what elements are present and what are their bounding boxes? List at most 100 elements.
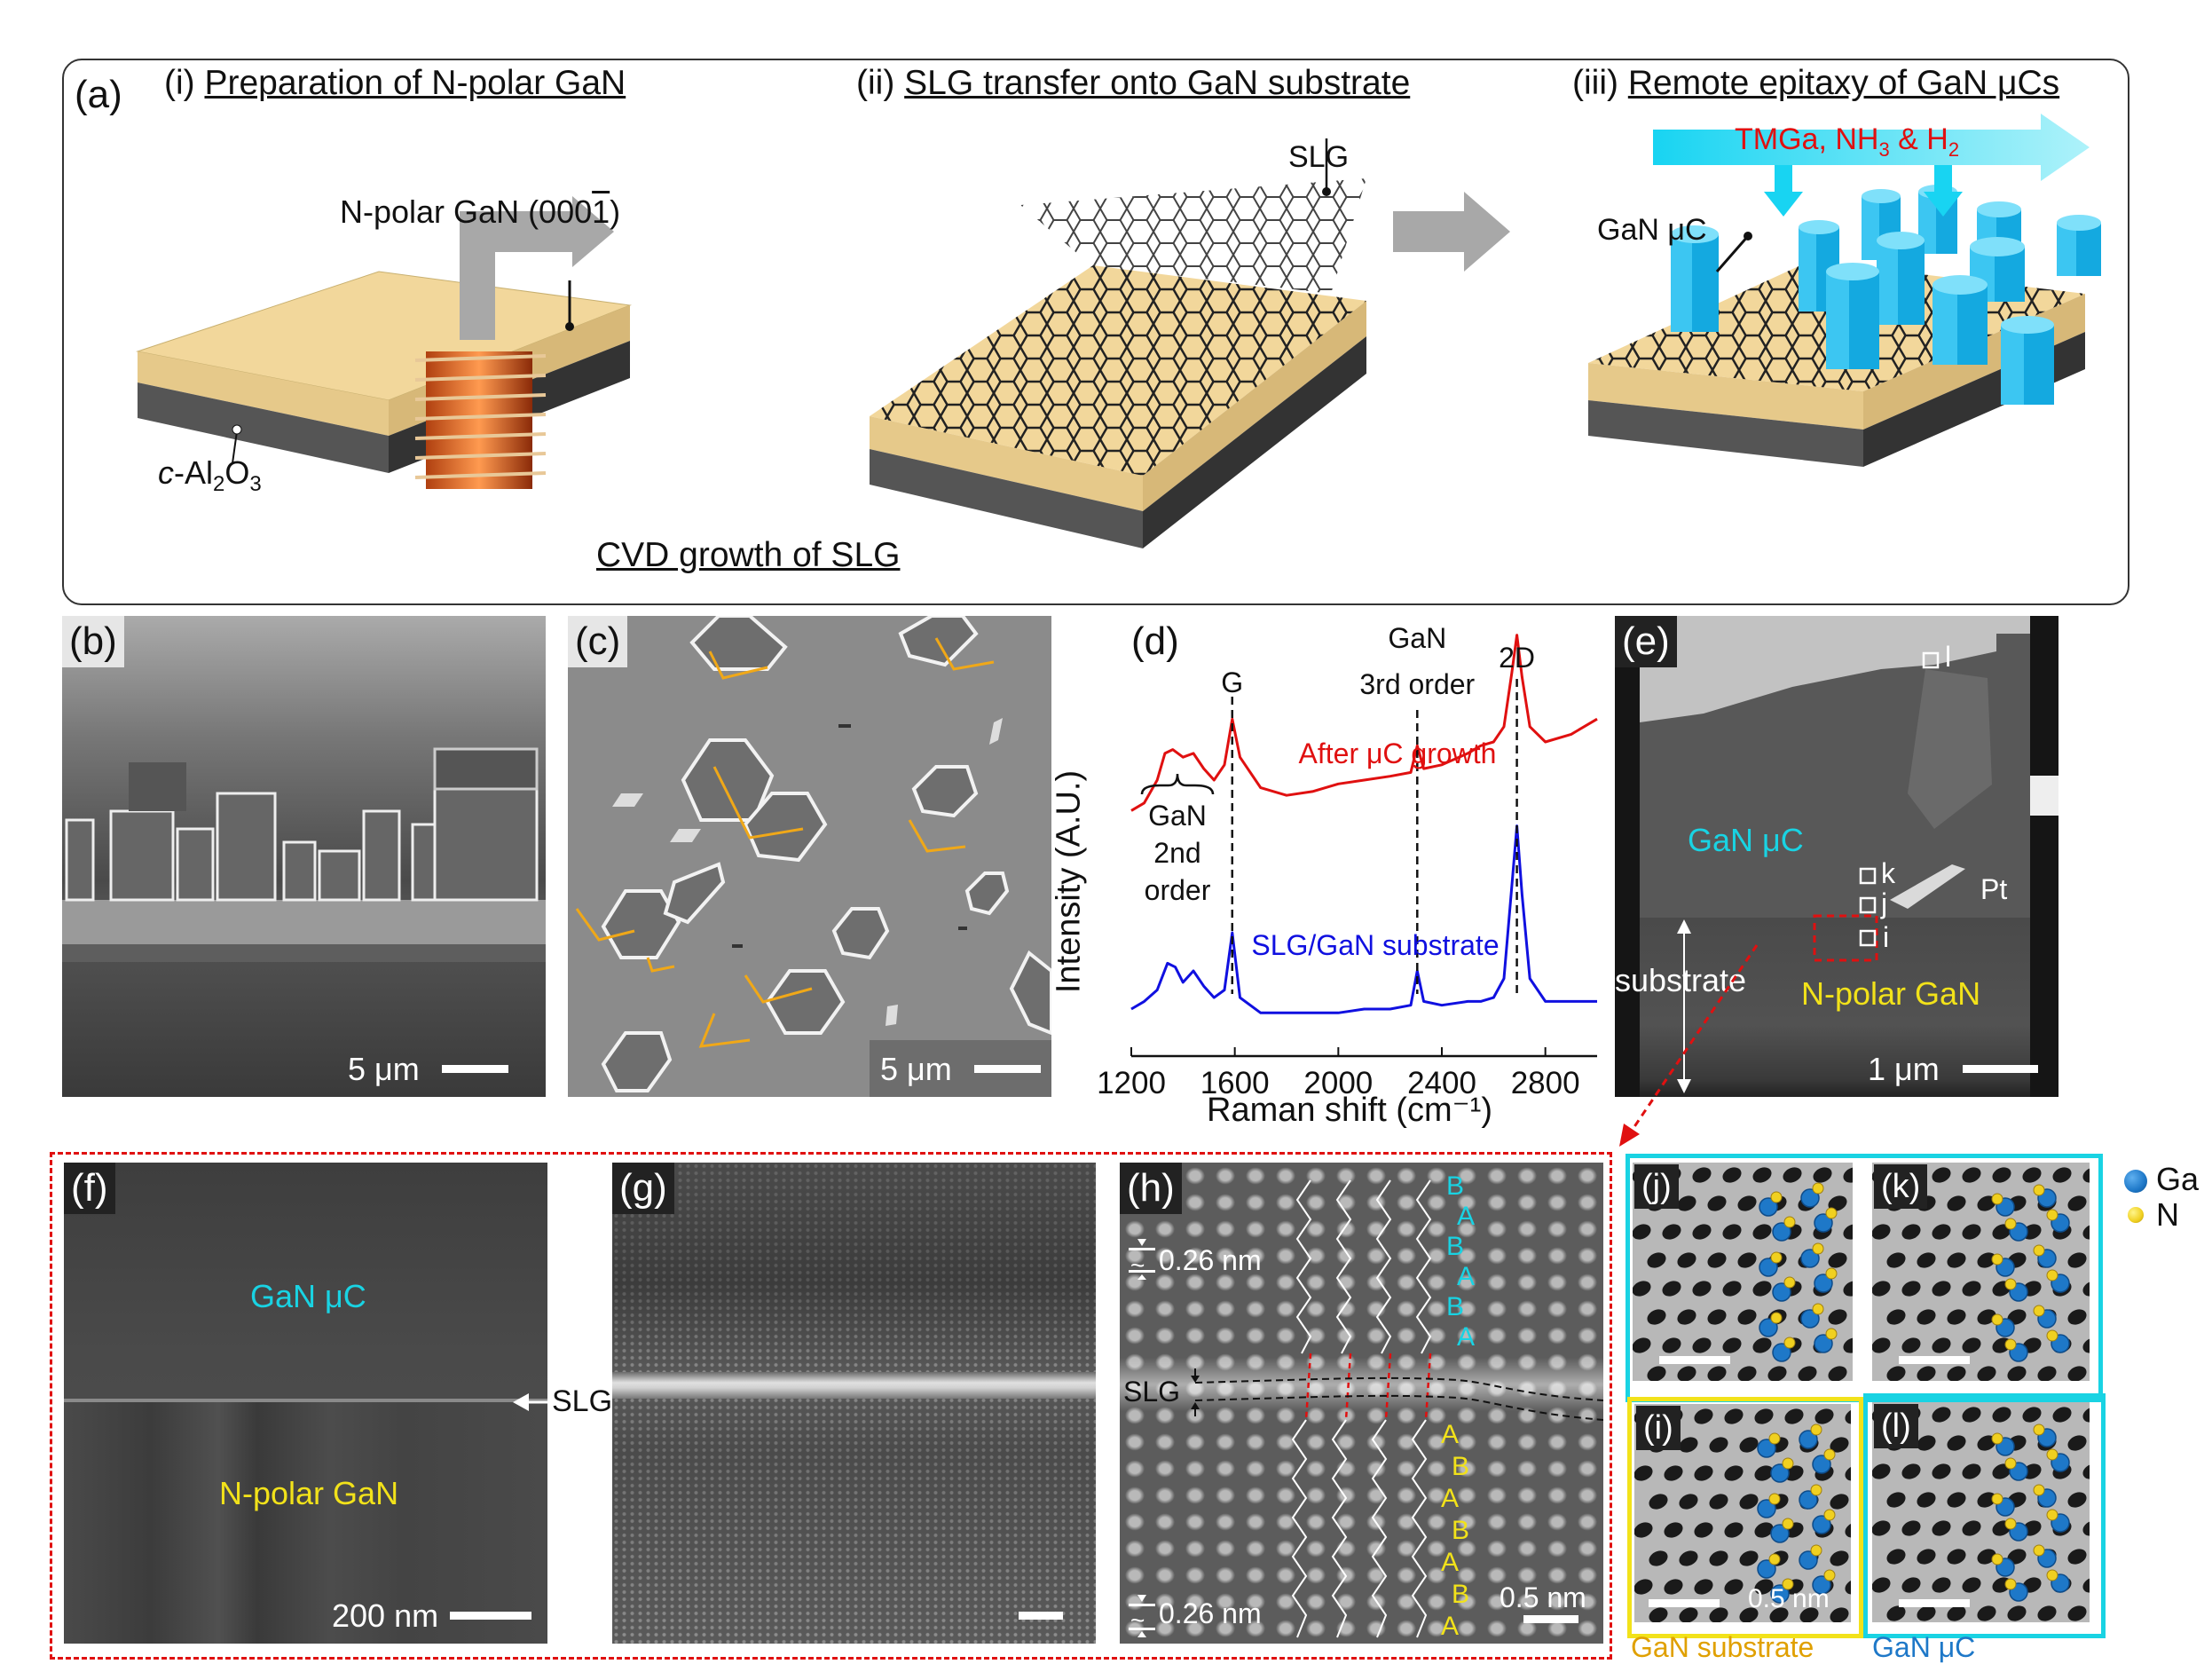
lattice-dark-spot [1662, 1337, 1681, 1353]
lattice-dark-spot [1977, 1195, 1996, 1211]
lattice-dark-spot [1886, 1549, 1906, 1565]
lattice-dark-spot [1709, 1607, 1728, 1623]
lattice-dark-spot [1947, 1435, 1966, 1451]
lattice-dark-spot [1754, 1522, 1774, 1538]
n-atom-ball [1782, 1457, 1794, 1470]
lattice-dark-spot [1677, 1309, 1696, 1325]
lattice-dark-spot [1767, 1366, 1787, 1382]
lattice-dark-spot [1886, 1366, 1906, 1382]
step1-title: (i) Preparation of N-polar GaN [164, 64, 626, 103]
panel-e-overlay [1640, 616, 2058, 1093]
lattice-dark-spot [2007, 1605, 2027, 1621]
panel-l-scalebar [1899, 1599, 1970, 1607]
raman-annotations: G GaN 3rd order 2D GaN 2nd order After μC growt… [1140, 622, 1535, 994]
n-atom-ball [2004, 1218, 2017, 1230]
ga-atom-ball [1814, 1213, 1833, 1233]
raman-series-label-1: SLG/GaN substrate [1251, 929, 1499, 961]
lattice-dark-spot [1901, 1520, 1921, 1536]
panel-h-scale-text: 0.5 nm [1500, 1581, 1586, 1613]
lattice-dark-spot [1752, 1337, 1772, 1353]
n-atom-ball [1991, 1253, 2003, 1266]
ga-atom-ball [1770, 1584, 1790, 1604]
raman-peak-label: 2D [1499, 642, 1535, 674]
lattice-dark-spot [1830, 1550, 1849, 1566]
ga-atom-ball [1812, 1455, 1831, 1474]
lattice-dark-spot [1679, 1494, 1698, 1510]
raman-bracket-label: 2nd [1153, 837, 1200, 869]
n-atom-ball [1991, 1313, 2003, 1326]
panel-g-tem-image: (g) [612, 1163, 1096, 1644]
lattice-dark-spot [1647, 1366, 1666, 1382]
panel-h-tem-image: (h) ~ 0.26 nm ~ 0.26 nm SLG 0.5 nm B A B… [1120, 1163, 1603, 1644]
lattice-dark-spot [1947, 1309, 1966, 1325]
lattice-dark-spot [1992, 1463, 2011, 1479]
precursor-and: & H [1889, 122, 1948, 156]
sapphire-sub1: 2 [213, 472, 225, 497]
cvd-growth-label: CVD growth of SLG [596, 536, 901, 574]
lattice-dark-spot [2067, 1549, 2087, 1565]
legend-ga-ball [2124, 1170, 2147, 1193]
lattice-dark-spot [1662, 1224, 1681, 1240]
n-atom-ball [2004, 1338, 2017, 1351]
lattice-dark-spot [1814, 1408, 1834, 1424]
lattice-dark-spot [1871, 1463, 1891, 1479]
legend-ga: Ga [2156, 1161, 2200, 1197]
panel-c-hexagons [575, 616, 1051, 1097]
lattice-dark-spot [2022, 1407, 2042, 1423]
lattice-dark-spot [1962, 1463, 1981, 1479]
npolar-gan-close: ) [610, 193, 621, 230]
lattice-dark-spot [1632, 1224, 1651, 1240]
lattice-dark-spot [1694, 1465, 1713, 1481]
raman-y-axis-label: Intensity (A.U.) [1050, 769, 1088, 994]
lattice-dark-spot [1769, 1607, 1789, 1623]
sapphire-text: -Al [174, 454, 213, 491]
lattice-dark-spot [1917, 1605, 1936, 1621]
lattice-dark-spot [1724, 1408, 1744, 1424]
lattice-dark-spot [1871, 1577, 1891, 1593]
n-atom-ball [1991, 1432, 2003, 1445]
panel-a-label: (a) [75, 73, 122, 116]
n-atom-ball [2033, 1484, 2045, 1496]
lattice-dark-spot [1932, 1463, 1951, 1479]
ga-atom-ball [1757, 1559, 1776, 1579]
lattice-dark-spot [2007, 1549, 2027, 1565]
panel-h-overlay [1129, 1179, 1603, 1638]
panel-d-label: (d) [1131, 619, 1179, 663]
lattice-dark-spot [1917, 1366, 1936, 1382]
lattice-dark-spot [1737, 1366, 1757, 1382]
lattice-dark-spot [1977, 1605, 1996, 1621]
n-atom-ball [1823, 1448, 1836, 1461]
lattice-dark-spot [1724, 1522, 1744, 1538]
panel-b-sem-image: (b) 5 μm [62, 616, 546, 1097]
panel-h-spacing-top: 0.26 nm [1159, 1244, 1262, 1276]
lattice-dark-spot [1917, 1309, 1936, 1325]
n-atom-ball [2046, 1448, 2058, 1461]
sapphire-o: O [224, 454, 250, 491]
panel-b-scale-text: 5 μm [348, 1051, 420, 1087]
sapphire-sub2: 3 [249, 472, 262, 497]
lattice-dark-spot [2007, 1309, 2027, 1325]
step3-title: (iii) Remote epitaxy of GaN μCs [1572, 64, 2059, 103]
n-atom-ball [1768, 1432, 1781, 1445]
n-atom-ball [2004, 1578, 2017, 1590]
panel-c-label: (c) [568, 616, 628, 667]
lattice-dark-spot [1947, 1549, 1966, 1565]
raman-x-axis-label: Raman shift (cm⁻¹) [1207, 1092, 1492, 1129]
ga-atom-ball [1814, 1274, 1833, 1293]
panel-e-pt: Pt [1980, 873, 2008, 905]
marker-k: k [1881, 857, 1895, 889]
lattice-dark-spot [1679, 1607, 1698, 1623]
panel-f-scalebar [450, 1612, 531, 1620]
n-atom-ball [2033, 1305, 2045, 1317]
lattice-dark-spot [1649, 1550, 1668, 1566]
n-atom-ball [1825, 1328, 1838, 1340]
orange-axis-arrows [575, 637, 995, 1048]
l-cyan-frame [1863, 1393, 2106, 1638]
lattice-dark-spot [2067, 1435, 2087, 1451]
lattice-dark-spot [1962, 1167, 1981, 1183]
ga-atom-ball [1800, 1188, 1820, 1208]
lattice-dark-spot [1886, 1252, 1906, 1268]
n-atom-ball [2004, 1457, 2017, 1470]
panel-c-scale-text: 5 μm [880, 1051, 952, 1087]
lattice-dark-spot [1932, 1577, 1951, 1593]
